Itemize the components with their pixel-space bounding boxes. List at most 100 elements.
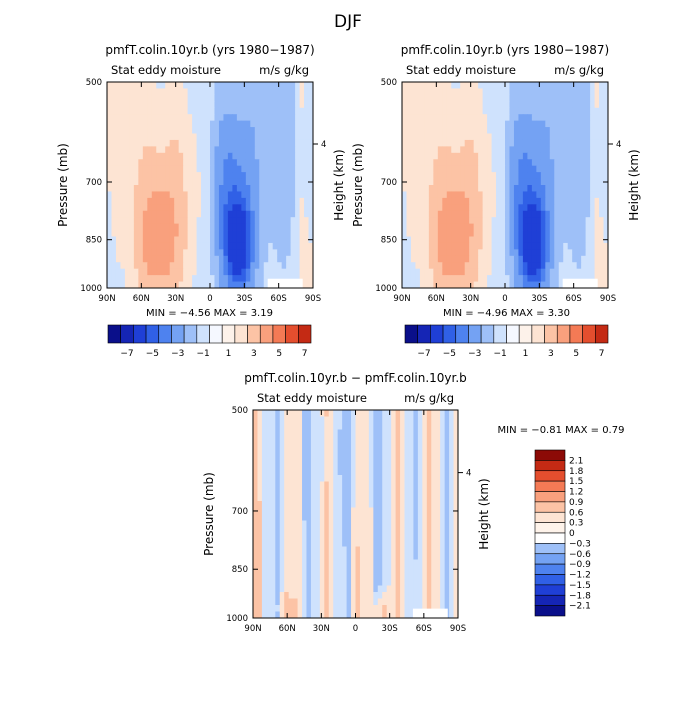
- heatmap-cell: [386, 566, 392, 573]
- heatmap-cell: [373, 442, 379, 450]
- heatmap-cell: [446, 268, 452, 276]
- heatmap-cell: [500, 230, 506, 237]
- heatmap-cell: [426, 475, 432, 482]
- heatmap-cell: [442, 178, 448, 186]
- heatmap-cell: [290, 127, 296, 134]
- heatmap-cell: [257, 585, 263, 593]
- heatmap-cell: [513, 236, 519, 244]
- heatmap-cell: [232, 249, 238, 257]
- heatmap-cell: [333, 546, 339, 554]
- heatmap-cell: [306, 481, 312, 489]
- heatmap-cell: [205, 159, 211, 167]
- heatmap-cell: [241, 159, 247, 167]
- heatmap-cell: [433, 146, 439, 154]
- heatmap-cell: [590, 101, 595, 109]
- colorbar-label: −2.1: [569, 602, 591, 612]
- heatmap-cell: [178, 204, 184, 212]
- heatmap-cell: [355, 598, 361, 606]
- heatmap-cell: [545, 262, 551, 270]
- heatmap-cell: [138, 107, 144, 115]
- heatmap-cell: [522, 197, 528, 205]
- heatmap-cell: [205, 217, 211, 225]
- heatmap-cell: [460, 159, 466, 167]
- heatmap-cell: [558, 146, 564, 154]
- heatmap-cell: [281, 217, 287, 225]
- heatmap-cell: [151, 107, 157, 115]
- heatmap-cell: [284, 559, 290, 567]
- heatmap-cell: [138, 114, 144, 122]
- heatmap-cell: [408, 462, 414, 469]
- heatmap-cell: [496, 139, 501, 147]
- heatmap-cell: [183, 165, 189, 173]
- heatmap-cell: [402, 172, 407, 179]
- heatmap-cell: [174, 139, 180, 147]
- heatmap-cell: [554, 82, 560, 89]
- heatmap-cell: [236, 159, 242, 167]
- heatmap-cell: [284, 527, 290, 534]
- heatmap-cell: [395, 520, 401, 528]
- heatmap-cell: [302, 546, 307, 554]
- heatmap-cell: [241, 191, 247, 199]
- heatmap-cell: [422, 514, 428, 521]
- heatmap-cell: [232, 101, 238, 109]
- heatmap-cell: [428, 236, 434, 244]
- heatmap-cell: [428, 101, 434, 109]
- heatmap-cell: [433, 223, 439, 231]
- heatmap-cell: [482, 133, 488, 141]
- x-tick-label: 90S: [600, 294, 616, 304]
- heatmap-cell: [433, 172, 439, 179]
- heatmap-cell: [415, 217, 421, 225]
- heatmap-cell: [509, 275, 515, 282]
- heatmap-cell: [585, 268, 591, 276]
- heatmap-cell: [304, 101, 309, 109]
- heatmap-cell: [473, 185, 479, 192]
- heatmap-cell: [545, 139, 551, 147]
- heatmap-cell: [214, 210, 220, 218]
- heatmap-cell: [342, 572, 347, 580]
- y-axis-label-right: Height (km): [477, 478, 491, 549]
- heatmap-cell: [563, 249, 569, 257]
- heatmap-cell: [428, 242, 434, 250]
- heatmap-cell: [290, 114, 296, 122]
- heatmap-cell: [513, 165, 519, 173]
- heatmap-cell: [435, 481, 441, 489]
- heatmap-cell: [272, 127, 278, 134]
- heatmap-cell: [536, 255, 542, 263]
- heatmap-cell: [281, 172, 287, 179]
- heatmap-cell: [446, 236, 452, 244]
- heatmap-cell: [288, 442, 294, 450]
- heatmap-cell: [115, 191, 121, 199]
- heatmap-cell: [165, 88, 171, 96]
- heatmap-cell: [156, 185, 162, 192]
- heatmap-cell: [437, 268, 443, 276]
- heatmap-cell: [549, 230, 555, 237]
- heatmap-cell: [563, 114, 569, 122]
- heatmap-cell: [250, 172, 256, 179]
- heatmap-cell: [174, 88, 180, 96]
- heatmap-cell: [156, 191, 162, 199]
- heatmap-cell: [263, 217, 269, 225]
- heatmap-cell: [433, 82, 439, 89]
- y-axis-label: Pressure (mb): [351, 143, 365, 227]
- heatmap-cell: [263, 146, 269, 154]
- heatmap-cell: [500, 185, 506, 192]
- heatmap-cell: [272, 172, 278, 179]
- heatmap-cell: [115, 107, 121, 115]
- heatmap-cell: [124, 120, 130, 128]
- heatmap-cell: [395, 507, 401, 515]
- heatmap-cell: [549, 127, 555, 134]
- heatmap-cell: [293, 585, 298, 593]
- heatmap-cell: [346, 488, 352, 495]
- heatmap-cell: [540, 249, 546, 257]
- missing-data-region: [412, 608, 448, 618]
- heatmap-cell: [449, 436, 454, 443]
- heatmap-cell: [288, 429, 294, 437]
- heatmap-cell: [382, 572, 388, 580]
- heatmap-cell: [413, 514, 419, 521]
- heatmap-cell: [223, 275, 229, 282]
- heatmap-cell: [594, 178, 600, 186]
- heatmap-cell: [505, 101, 510, 109]
- heatmap-cell: [424, 275, 430, 282]
- heatmap-cell: [505, 230, 510, 237]
- heatmap-cell: [581, 268, 587, 276]
